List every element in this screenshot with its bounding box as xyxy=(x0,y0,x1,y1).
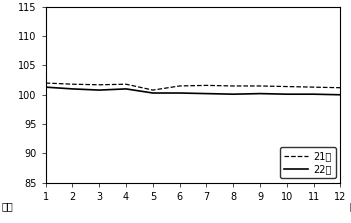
Text: 指数: 指数 xyxy=(1,201,13,211)
21年 xyxy=(70,83,74,86)
21年 xyxy=(204,84,208,87)
22年 xyxy=(204,92,208,95)
Line: 22年: 22年 xyxy=(46,87,340,95)
21年 xyxy=(231,85,236,87)
22年 xyxy=(97,89,101,91)
22年 xyxy=(178,92,182,94)
22年 xyxy=(44,86,48,89)
22年 xyxy=(70,88,74,90)
Legend: 21年, 22年: 21年, 22年 xyxy=(280,147,336,178)
21年 xyxy=(338,86,343,89)
21年 xyxy=(258,85,262,87)
21年 xyxy=(44,82,48,84)
Line: 21年: 21年 xyxy=(46,83,340,90)
22年 xyxy=(258,92,262,95)
21年 xyxy=(97,83,101,86)
21年 xyxy=(178,85,182,87)
21年 xyxy=(285,85,289,88)
22年 xyxy=(312,93,316,95)
21年 xyxy=(151,89,155,91)
22年 xyxy=(231,93,236,95)
21年 xyxy=(124,83,128,86)
Text: 月: 月 xyxy=(349,201,351,211)
21年 xyxy=(312,86,316,89)
22年 xyxy=(338,93,343,96)
22年 xyxy=(151,92,155,94)
22年 xyxy=(285,93,289,95)
22年 xyxy=(124,88,128,90)
